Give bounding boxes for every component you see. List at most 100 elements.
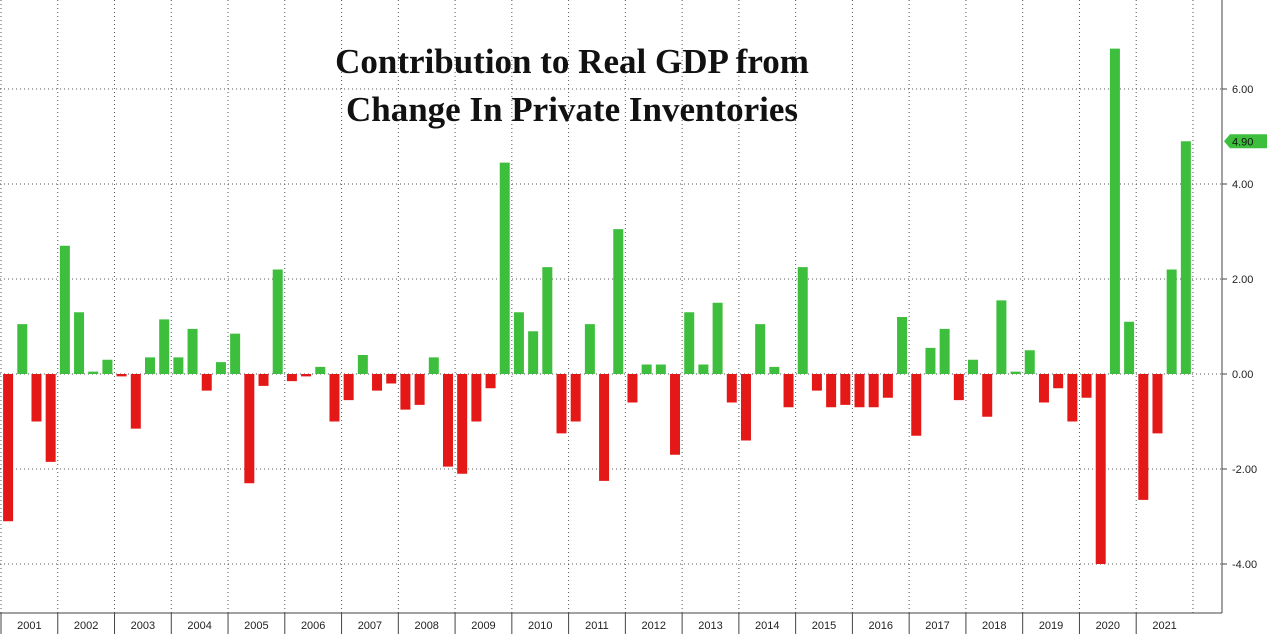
bar [88,371,99,375]
bar [641,364,652,374]
bar [1109,48,1120,375]
chart-title: Contribution to Real GDP from Change In … [335,42,809,129]
bar [74,312,85,374]
bar [570,374,581,422]
bar [1095,374,1106,564]
x-tick-label: 2001 [17,620,41,632]
bar [1024,350,1035,374]
bar [968,359,979,374]
bar [982,374,993,417]
bar [1152,374,1163,434]
x-tick-label: 2017 [925,620,949,632]
x-tick-label: 2015 [812,620,836,632]
chart-title-line-2: Change In Private Inventories [346,90,798,129]
bar [953,374,964,401]
bar [301,374,312,377]
x-tick-label: 2003 [131,620,155,632]
bar [925,347,936,375]
x-tick-label: 2013 [698,620,722,632]
y-tick-label: 2.00 [1232,274,1253,286]
x-tick-label: 2019 [1039,620,1063,632]
x-tick-label: 2014 [755,620,779,632]
bar [145,357,155,375]
x-tick-label: 2002 [74,620,98,632]
bar [286,374,297,382]
bar [712,302,723,374]
bar [187,328,198,375]
x-tick-label: 2012 [641,620,665,632]
bar [31,374,42,422]
chart-title-line-1: Contribution to Real GDP from [335,42,809,81]
bar [173,357,184,375]
bar [1081,374,1092,398]
bar [939,328,950,375]
bar [428,357,439,375]
bar [45,374,56,462]
bar [230,333,241,375]
bar [272,269,283,374]
last-value-tag [1224,134,1267,149]
x-tick-label: 2008 [414,620,438,632]
bar [740,374,751,441]
bar [698,364,709,374]
bar [670,374,681,455]
bar [1067,374,1078,422]
bar [59,245,70,374]
bar [499,162,510,375]
bar [1053,374,1064,389]
y-tick-label: -2.00 [1232,464,1257,476]
bar [1166,269,1177,374]
x-tick-label: 2020 [1096,620,1120,632]
y-tick-label: 6.00 [1232,84,1253,96]
y-tick-label: 4.00 [1232,179,1253,191]
bar [613,229,624,375]
x-tick-label: 2016 [869,620,893,632]
bar [315,366,326,375]
bar [584,324,595,375]
bar [102,359,113,374]
bar [542,267,553,375]
bar [1180,141,1191,374]
bar [811,374,822,391]
bar [868,374,879,408]
bar [528,331,539,374]
bar [1038,374,1049,403]
bar [556,374,567,434]
bar [854,374,865,408]
x-tick-label: 2007 [358,620,382,632]
bar [1138,374,1149,500]
y-tick-label: -4.00 [1232,559,1257,571]
bar [244,374,255,484]
bar [116,374,127,377]
bar [471,374,482,422]
x-tick-label: 2009 [471,620,495,632]
bar [726,374,737,403]
bar [599,374,610,481]
x-tick-label: 2021 [1152,620,1176,632]
bar [258,374,269,386]
bar [996,300,1007,375]
bar [159,319,170,375]
bar [329,374,340,422]
x-tick-label: 2005 [244,620,268,632]
bar [372,374,383,391]
bar [797,267,808,375]
bar [627,374,638,403]
bar [414,374,425,405]
bar [684,312,695,374]
bar [485,374,496,389]
bar [3,374,14,522]
bar [215,362,226,375]
bar [655,364,666,374]
bar [783,374,794,408]
bar [826,374,837,408]
bar [882,374,893,398]
bar [1124,321,1135,374]
bar [911,374,922,436]
x-tick-label: 2011 [585,620,609,632]
last-value-label: 4.90 [1232,136,1253,148]
bar [1010,371,1021,375]
bar [357,355,368,374]
